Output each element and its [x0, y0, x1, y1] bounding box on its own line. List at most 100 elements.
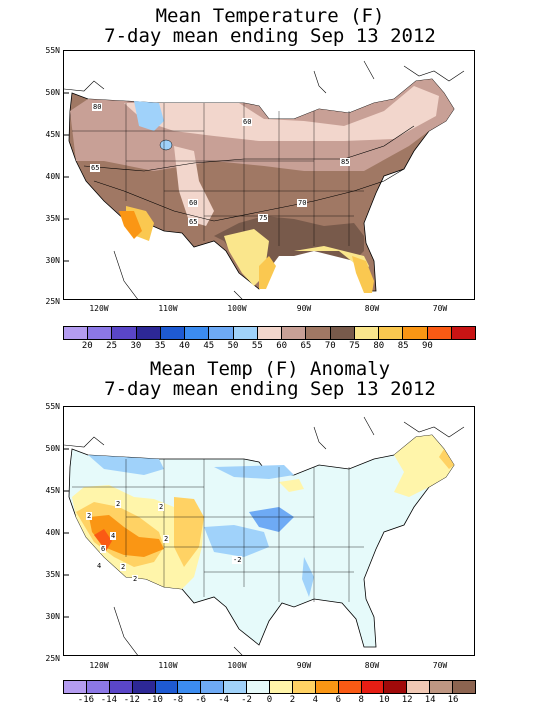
- bottom-lon-label: 110W: [158, 661, 178, 670]
- colorbar-swatch: [270, 681, 293, 693]
- top-lat-label: 40N: [45, 172, 60, 181]
- top-lon-label: 120W: [89, 304, 109, 313]
- top-contour-label: 65: [188, 218, 199, 226]
- colorbar-label: 35: [154, 341, 166, 351]
- colorbar-label: 2: [289, 695, 296, 705]
- colorbar-label: 40: [179, 341, 190, 351]
- colorbar-label: 90: [421, 341, 433, 351]
- colorbar-label: 20: [81, 341, 93, 351]
- bottom-lat-label: 45N: [45, 486, 60, 495]
- top-contour-label: 85: [340, 158, 351, 166]
- colorbar-swatch: [282, 327, 307, 339]
- bottom-contour-label: 2: [120, 563, 127, 571]
- bottom-map: [63, 406, 475, 656]
- colorbar-swatch: [155, 681, 179, 693]
- bottom-lon-label: 90W: [296, 661, 312, 670]
- colorbar-label: 70: [324, 341, 336, 351]
- top-lat-label: 55N: [45, 46, 60, 55]
- colorbar-label: -16: [77, 695, 95, 705]
- colorbar-swatch: [112, 327, 137, 339]
- colorbar-swatch: [338, 681, 362, 693]
- bottom-lon-label: 120W: [89, 661, 109, 670]
- colorbar-swatch: [257, 327, 283, 339]
- colorbar-label: 14: [424, 695, 436, 705]
- bottom-lon-label: 100W: [227, 661, 247, 670]
- colorbar-swatch: [384, 681, 408, 693]
- bottom-contour-label: 6: [100, 545, 107, 553]
- bottom-title-line2: 7-day mean ending Sep 13 2012: [104, 378, 436, 400]
- bottom-lat-label: 30N: [45, 612, 60, 621]
- colorbar-swatch: [64, 327, 89, 339]
- colorbar-label: -14: [100, 695, 117, 705]
- top-contour-label: 80: [92, 103, 103, 111]
- top-map-svg: [64, 60, 465, 299]
- colorbar-swatch: [185, 327, 210, 339]
- colorbar-label: -6: [195, 695, 207, 705]
- bottom-contour-label: 2: [132, 575, 139, 583]
- bottom-map-svg: [64, 416, 465, 655]
- bottom-lat-label: 25N: [45, 654, 60, 663]
- colorbar-swatch: [209, 327, 234, 339]
- top-lon-label: 90W: [296, 304, 312, 313]
- colorbar-label: 6: [335, 695, 342, 705]
- top-lat-label: 25N: [45, 297, 60, 306]
- top-contour-label: 70: [297, 199, 308, 207]
- mean-temperature-panel: Mean Temperature (F) 7-day mean ending S…: [45, 5, 476, 351]
- colorbar-swatch: [109, 681, 133, 693]
- top-contour-label: 60: [242, 118, 253, 126]
- bottom-lat-label: 35N: [45, 570, 60, 579]
- colorbar-label: 80: [373, 341, 385, 351]
- colorbar-label: 50: [227, 341, 239, 351]
- colorbar-swatch: [315, 681, 339, 693]
- colorbar-label: 75: [349, 341, 360, 351]
- top-colorbar: [63, 326, 476, 340]
- bottom-contour-label: 2: [158, 503, 165, 511]
- top-title-line1: Mean Temperature (F): [155, 5, 385, 27]
- colorbar-label: -8: [172, 695, 184, 705]
- colorbar-label: 0: [266, 695, 273, 705]
- colorbar-label: 85: [397, 341, 409, 351]
- colorbar-swatch: [201, 681, 225, 693]
- colorbar-label: 55: [251, 341, 263, 351]
- colorbar-swatch: [379, 327, 404, 339]
- colorbar-swatch: [86, 681, 110, 693]
- colorbar-swatch: [407, 681, 431, 693]
- bottom-title-line1: Mean Temp (F) Anomaly: [149, 358, 391, 380]
- bottom-contour-label: 2: [163, 535, 170, 543]
- colorbar-swatch: [403, 327, 428, 339]
- top-map: [63, 50, 475, 300]
- colorbar-swatch: [306, 327, 331, 339]
- colorbar-swatch: [247, 681, 271, 693]
- top-contour-label: 65: [90, 164, 101, 172]
- colorbar-label: -12: [123, 695, 140, 705]
- colorbar-label: -2: [241, 695, 252, 705]
- colorbar-label: 4: [312, 695, 319, 705]
- colorbar-swatch: [451, 327, 475, 339]
- temp-anomaly-panel: Mean Temp (F) Anomaly 7-day mean ending …: [0, 355, 540, 709]
- colorbar-swatch: [430, 681, 454, 693]
- colorbar-swatch: [132, 681, 156, 693]
- colorbar-swatch: [292, 681, 316, 693]
- colorbar-label: 16: [447, 695, 459, 705]
- top-contour-label: 75: [258, 214, 269, 222]
- colorbar-swatch: [224, 681, 248, 693]
- bottom-lat-label: 40N: [45, 528, 60, 537]
- colorbar-label: 10: [378, 695, 390, 705]
- colorbar-label: -10: [146, 695, 163, 705]
- top-lon-label: 70W: [432, 304, 448, 313]
- colorbar-label: 25: [106, 341, 117, 351]
- colorbar-swatch: [136, 327, 161, 339]
- top-contour-label: 60: [188, 199, 199, 207]
- top-lon-label: 100W: [227, 304, 247, 313]
- colorbar-swatch: [427, 327, 452, 339]
- bottom-lat-label: 55N: [45, 402, 60, 411]
- colorbar-label: 12: [401, 695, 413, 705]
- top-lat-label: 45N: [45, 130, 60, 139]
- top-title-line2: 7-day mean ending Sep 13 2012: [104, 25, 436, 47]
- colorbar-swatch: [178, 681, 202, 693]
- bottom-contour-label: 4: [110, 532, 117, 540]
- colorbar-label: 30: [130, 341, 142, 351]
- colorbar-swatch: [330, 327, 355, 339]
- colorbar-swatch: [453, 681, 476, 693]
- colorbar-swatch: [64, 681, 87, 693]
